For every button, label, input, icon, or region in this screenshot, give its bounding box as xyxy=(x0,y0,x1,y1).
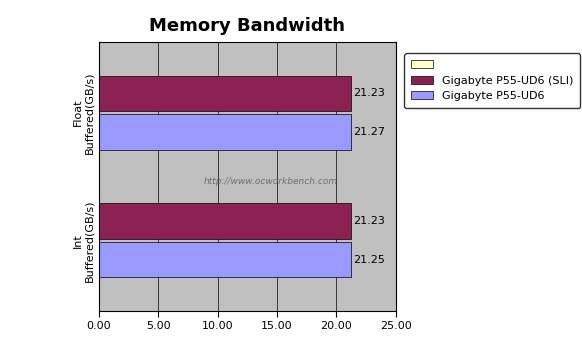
Text: 21.27: 21.27 xyxy=(353,127,385,137)
Bar xyxy=(99,76,351,111)
Legend: , Gigabyte P55-UD6 (SLI), Gigabyte P55-UD6: , Gigabyte P55-UD6 (SLI), Gigabyte P55-U… xyxy=(404,53,580,108)
Bar xyxy=(99,203,351,239)
Text: http://www.ocworkbench.com: http://www.ocworkbench.com xyxy=(204,177,338,186)
Text: 21.23: 21.23 xyxy=(353,89,385,98)
Text: 21.23: 21.23 xyxy=(353,216,385,226)
Text: 21.25: 21.25 xyxy=(353,255,385,264)
Bar xyxy=(99,114,352,150)
Bar xyxy=(99,242,352,277)
Title: Memory Bandwidth: Memory Bandwidth xyxy=(150,17,345,35)
